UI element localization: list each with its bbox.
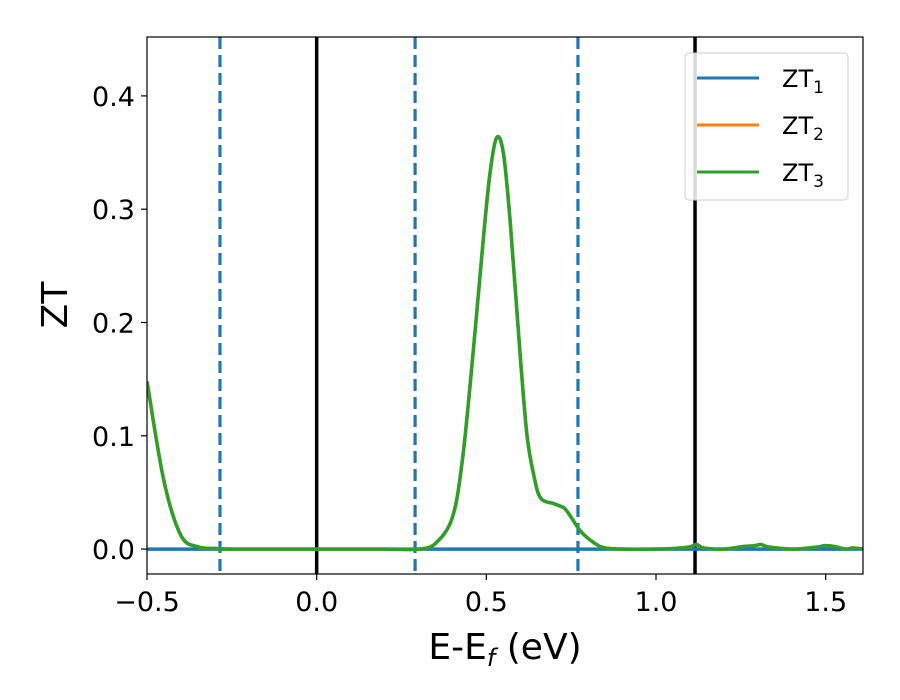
y-tick-label: 0.2: [92, 308, 135, 339]
legend-entry: ZT2: [697, 112, 824, 145]
y-tick-label: 0.1: [92, 422, 135, 453]
y-axis: 0.0 0.1 0.2 0.3 0.4: [92, 82, 147, 566]
legend: ZT1 ZT2 ZT3: [684, 52, 849, 201]
y-tick-label: 0.0: [92, 535, 135, 566]
legend-entry: ZT1: [697, 65, 824, 98]
series-line-zt3: [147, 134, 863, 552]
x-tick-label: 1.0: [635, 587, 678, 618]
x-tick-label: 0.0: [295, 587, 338, 618]
x-tick-label: −0.5: [114, 587, 180, 618]
x-tick-label: 1.5: [804, 587, 847, 618]
y-axis-title: ZT: [35, 281, 76, 329]
x-axis: −0.5 0.0 0.5 1.0 1.5: [114, 574, 847, 618]
x-axis-title: E-Ef (eV): [428, 627, 581, 672]
legend-box: [684, 52, 849, 201]
legend-label-zt2: ZT2: [782, 112, 824, 145]
legend-label-zt3: ZT3: [782, 159, 824, 192]
y-tick-label: 0.3: [92, 195, 135, 226]
legend-label-zt1: ZT1: [782, 65, 824, 98]
plot-frame: [146, 36, 864, 575]
series-layer: [147, 134, 863, 552]
x-tick-label: 0.5: [465, 587, 508, 618]
y-tick-label: 0.4: [92, 82, 135, 113]
legend-entry: ZT3: [697, 159, 824, 192]
